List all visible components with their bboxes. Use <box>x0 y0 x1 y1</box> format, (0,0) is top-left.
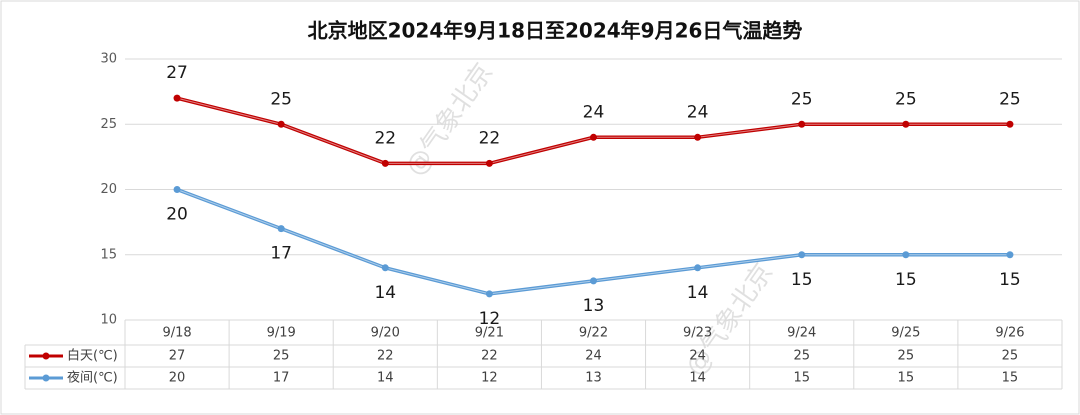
table-cell: 15 <box>898 371 915 386</box>
table-cell: 25 <box>273 349 290 364</box>
table-cell: 25 <box>793 349 810 364</box>
point <box>1006 251 1014 259</box>
data-label: 20 <box>166 205 188 225</box>
x-tick-label: 9/25 <box>891 326 920 341</box>
data-label: 27 <box>166 63 188 83</box>
point <box>590 277 597 285</box>
data-label: 25 <box>999 89 1021 109</box>
point <box>485 159 493 167</box>
point <box>381 264 389 272</box>
point <box>173 94 181 102</box>
point <box>902 120 910 128</box>
table-cell: 14 <box>377 371 394 386</box>
data-label: 22 <box>374 128 396 148</box>
table-cell: 24 <box>585 349 602 364</box>
data-label: 17 <box>270 244 292 264</box>
data-label: 15 <box>791 270 813 290</box>
point <box>381 159 389 167</box>
y-tick-label: 25 <box>100 117 117 132</box>
legend-label: 夜间(℃) <box>67 371 118 386</box>
point <box>694 133 702 141</box>
point <box>277 120 285 128</box>
y-tick-label: 30 <box>100 52 117 67</box>
x-tick-label: 9/22 <box>579 326 608 341</box>
table-cell: 14 <box>689 371 706 386</box>
data-label: 15 <box>999 270 1021 290</box>
y-tick-label: 20 <box>100 182 117 197</box>
table-cell: 25 <box>1002 349 1019 364</box>
y-tick-label: 10 <box>100 313 117 328</box>
table-cell: 27 <box>169 349 186 364</box>
data-label: 24 <box>583 102 605 122</box>
point <box>902 251 910 259</box>
table-cell: 22 <box>481 349 498 364</box>
table-cell: 24 <box>689 349 706 364</box>
point <box>798 251 806 259</box>
table-cell: 13 <box>585 371 602 386</box>
x-tick-label: 9/19 <box>267 326 296 341</box>
data-label: 24 <box>687 102 709 122</box>
x-tick-label: 9/18 <box>162 326 191 341</box>
point <box>485 290 493 298</box>
y-tick-label: 15 <box>100 247 117 262</box>
legend-label: 白天(℃) <box>67 348 118 364</box>
x-tick-label: 9/23 <box>683 326 712 341</box>
table-cell: 22 <box>377 349 394 364</box>
table-cell: 15 <box>793 371 810 386</box>
legend-marker <box>42 352 50 360</box>
data-label: 13 <box>583 296 605 316</box>
data-label: 14 <box>374 283 396 303</box>
data-label: 14 <box>687 283 709 303</box>
data-label: 22 <box>479 128 501 148</box>
point <box>590 133 597 141</box>
chart-title: 北京地区2024年9月18日至2024年9月26日气温趋势 <box>308 19 803 43</box>
data-label: 15 <box>895 270 917 290</box>
table-cell: 15 <box>1002 371 1019 386</box>
point <box>798 120 806 128</box>
data-label: 25 <box>895 89 917 109</box>
data-label: 12 <box>479 309 501 329</box>
table-cell: 25 <box>898 349 915 364</box>
data-label: 25 <box>791 89 813 109</box>
table-cell: 17 <box>273 371 290 386</box>
x-tick-label: 9/20 <box>371 326 400 341</box>
x-tick-label: 9/21 <box>475 326 504 341</box>
data-label: 25 <box>270 89 292 109</box>
x-tick-label: 9/26 <box>995 326 1024 341</box>
point <box>173 186 181 193</box>
x-tick-label: 9/24 <box>787 326 816 341</box>
point <box>694 264 702 272</box>
legend-marker <box>42 374 50 382</box>
table-cell: 20 <box>169 371 186 386</box>
table-cell: 12 <box>481 371 498 386</box>
point <box>277 225 285 233</box>
point <box>1006 120 1014 128</box>
